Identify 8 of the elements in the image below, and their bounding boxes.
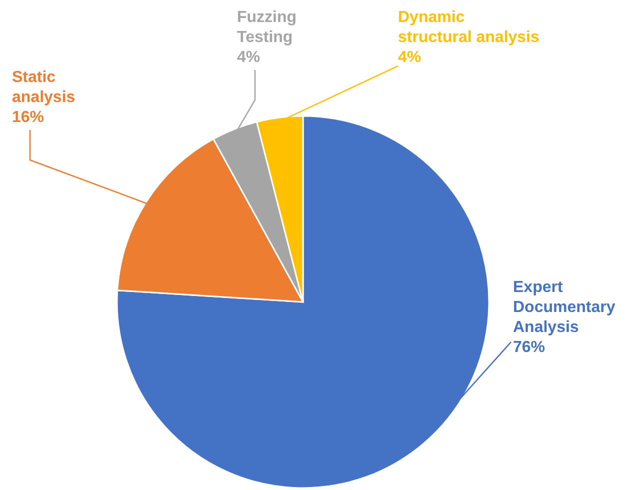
data-label: 16%	[12, 109, 44, 126]
data-label: 76%	[513, 339, 546, 356]
data-label: 4%	[398, 49, 422, 66]
data-label: 4%	[237, 49, 260, 66]
slice-label: Static analysis	[12, 69, 76, 106]
slice-label: Expert Documentary Analysis	[513, 279, 616, 336]
slice-label: Dynamic structural analysis	[398, 9, 540, 46]
slice-label: Fuzzing Testing	[237, 9, 297, 46]
